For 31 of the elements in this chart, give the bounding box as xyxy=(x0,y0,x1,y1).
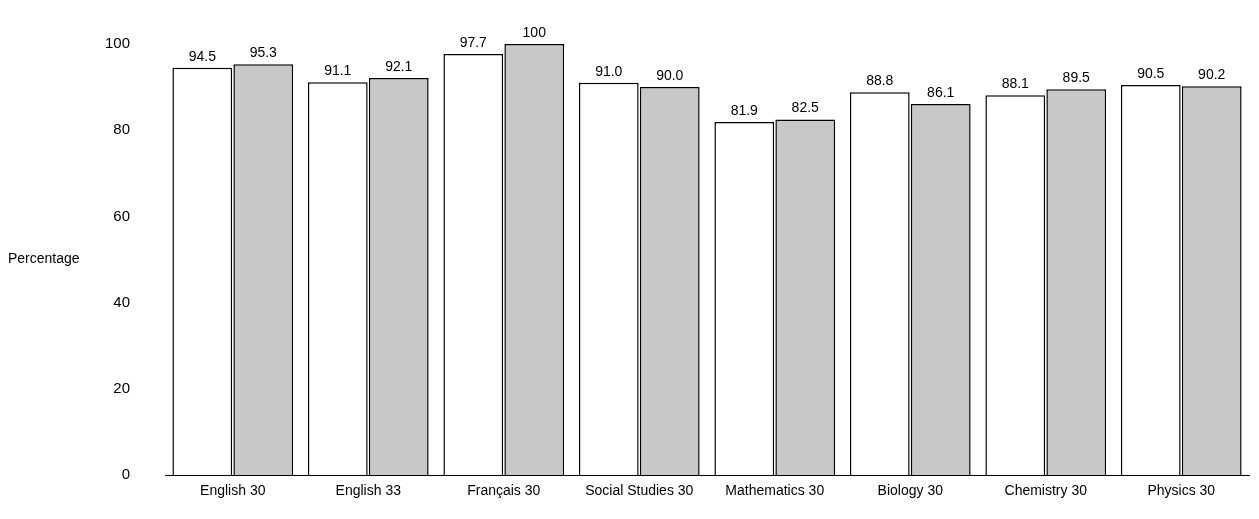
data-label: 94.5 xyxy=(188,47,217,64)
y-tick-label: 20 xyxy=(113,378,131,396)
y-tick-label: 40 xyxy=(113,292,131,310)
y-tick-label: 80 xyxy=(113,120,131,138)
data-label: 88.1 xyxy=(1001,75,1030,92)
y-axis-title: Percentage xyxy=(8,250,80,267)
y-tick-label: 0 xyxy=(121,465,131,483)
data-label: 97.7 xyxy=(459,33,488,50)
data-label: 89.5 xyxy=(1062,69,1091,86)
y-tick-label: 60 xyxy=(113,206,131,224)
data-label: 81.9 xyxy=(730,101,759,118)
data-label: 91.0 xyxy=(595,62,623,79)
data-label: 92.1 xyxy=(385,57,413,74)
x-tick-label: Physics 30 xyxy=(1147,482,1216,499)
data-label: 90.5 xyxy=(1137,64,1165,81)
x-tick-label: Social Studies 30 xyxy=(585,482,694,499)
x-tick-label: Mathematics 30 xyxy=(725,482,825,499)
data-label: 91.1 xyxy=(324,62,352,79)
x-tick-label: Français 30 xyxy=(467,482,541,499)
x-tick-label: English 33 xyxy=(335,482,402,499)
data-label: 86.1 xyxy=(927,83,955,100)
data-label: 90.2 xyxy=(1198,66,1226,83)
data-label: 100 xyxy=(522,23,547,40)
data-label: 82.5 xyxy=(791,99,820,116)
data-label: 90.0 xyxy=(656,66,684,83)
data-label: 88.8 xyxy=(866,72,894,89)
x-tick-label: Chemistry 30 xyxy=(1004,482,1088,499)
x-tick-label: English 30 xyxy=(200,482,266,499)
data-label: 95.3 xyxy=(249,44,278,61)
x-tick-label: Biology 30 xyxy=(877,482,944,499)
y-tick-label: 100 xyxy=(105,34,131,52)
